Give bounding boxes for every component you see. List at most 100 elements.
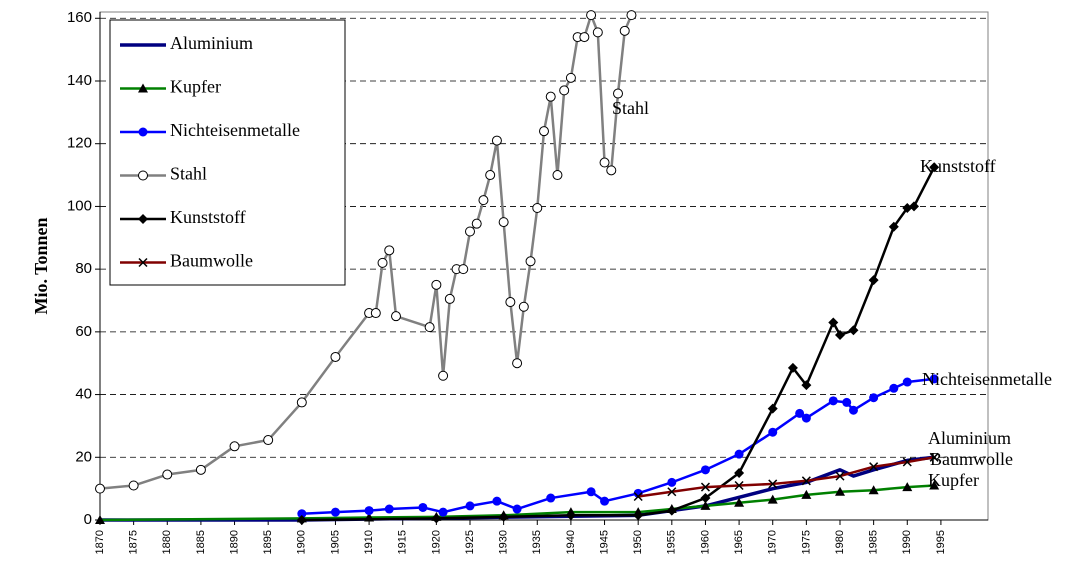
marker <box>848 405 858 415</box>
marker <box>296 515 307 525</box>
marker <box>565 72 576 83</box>
x-tick-label: 1925 <box>464 530 476 554</box>
legend-marker <box>138 170 148 181</box>
series-line <box>99 484 935 522</box>
marker <box>613 88 623 99</box>
marker <box>478 195 489 206</box>
x-tick-label: 1870 <box>94 530 106 554</box>
marker <box>424 322 435 333</box>
marker <box>391 311 401 322</box>
legend-marker <box>138 127 148 137</box>
marker <box>465 501 475 511</box>
series-end-label: Aluminium <box>928 428 1011 448</box>
marker <box>330 507 340 517</box>
x-tick-label: 1910 <box>363 530 375 554</box>
legend-label: Stahl <box>170 164 207 184</box>
marker <box>734 480 744 491</box>
x-tick-label: 1990 <box>901 530 913 554</box>
x-tick-label: 1945 <box>598 530 610 554</box>
marker <box>485 170 496 181</box>
marker <box>498 217 509 228</box>
marker <box>795 408 805 418</box>
marker <box>471 218 482 229</box>
marker <box>532 202 543 213</box>
legend-marker <box>138 214 148 224</box>
x-tick-label: 1985 <box>868 530 880 554</box>
marker <box>619 25 630 36</box>
x-tick-label: 1915 <box>397 530 409 554</box>
x-tick-label: 1885 <box>195 530 207 554</box>
marker <box>902 377 912 387</box>
marker <box>384 504 394 514</box>
marker <box>491 135 502 146</box>
y-tick-label: 120 <box>67 135 92 152</box>
x-tick-label: 1960 <box>699 530 711 554</box>
marker <box>787 362 798 373</box>
y-tick-label: 80 <box>75 260 92 277</box>
y-tick-label: 100 <box>67 197 92 214</box>
marker <box>297 509 307 519</box>
x-tick-label: 1930 <box>498 530 510 554</box>
legend: Aluminium Kupfer Nichteisenmetalle Stahl Kun… <box>109 19 346 286</box>
marker <box>902 202 913 213</box>
marker <box>929 452 939 462</box>
marker <box>667 487 677 497</box>
marker <box>498 511 509 522</box>
marker <box>842 397 852 407</box>
marker <box>418 502 428 512</box>
marker <box>828 317 839 328</box>
marker <box>458 264 469 275</box>
marker <box>667 477 677 487</box>
marker <box>492 496 502 506</box>
marker <box>95 483 105 494</box>
marker <box>902 482 913 492</box>
marker <box>377 257 388 268</box>
marker <box>929 480 940 490</box>
marker <box>592 27 603 38</box>
marker <box>869 462 879 472</box>
marker <box>929 374 939 384</box>
marker <box>734 497 745 507</box>
legend-label: Aluminium <box>170 33 253 53</box>
series-line <box>638 456 935 498</box>
marker <box>195 464 206 475</box>
marker <box>95 515 105 524</box>
x-tick-label: 1955 <box>666 530 678 554</box>
marker <box>700 500 711 510</box>
marker <box>700 465 710 475</box>
marker <box>734 449 744 459</box>
marker <box>128 480 139 491</box>
marker <box>767 403 778 414</box>
marker <box>606 165 617 176</box>
y-tick-label: 40 <box>75 386 92 403</box>
marker <box>586 10 597 21</box>
y-tick-label: 20 <box>75 448 92 465</box>
marker <box>465 226 475 237</box>
legend-marker <box>138 83 148 93</box>
marker <box>868 485 879 495</box>
series-end-label: Kunststoff <box>920 156 996 176</box>
x-tick-label: 1890 <box>228 530 240 554</box>
y-axis-label: Mio. Tonnen <box>31 217 51 314</box>
marker <box>505 297 516 308</box>
marker <box>767 494 778 504</box>
x-tick-label: 1980 <box>834 530 846 554</box>
marker <box>888 221 899 232</box>
x-tick-label: 1965 <box>733 530 745 554</box>
marker <box>552 170 563 181</box>
y-tick-label: 160 <box>67 9 92 26</box>
marker <box>835 486 845 496</box>
x-tick-label: 1975 <box>800 530 812 554</box>
marker <box>512 504 522 514</box>
marker <box>438 370 449 381</box>
legend-marker <box>138 257 148 268</box>
marker <box>626 10 637 21</box>
marker <box>384 245 395 256</box>
x-tick-label: 1920 <box>430 530 442 554</box>
x-tick-label: 1895 <box>262 530 274 554</box>
marker <box>828 396 838 406</box>
marker <box>700 482 710 492</box>
series-line <box>301 166 936 522</box>
marker <box>444 293 455 304</box>
